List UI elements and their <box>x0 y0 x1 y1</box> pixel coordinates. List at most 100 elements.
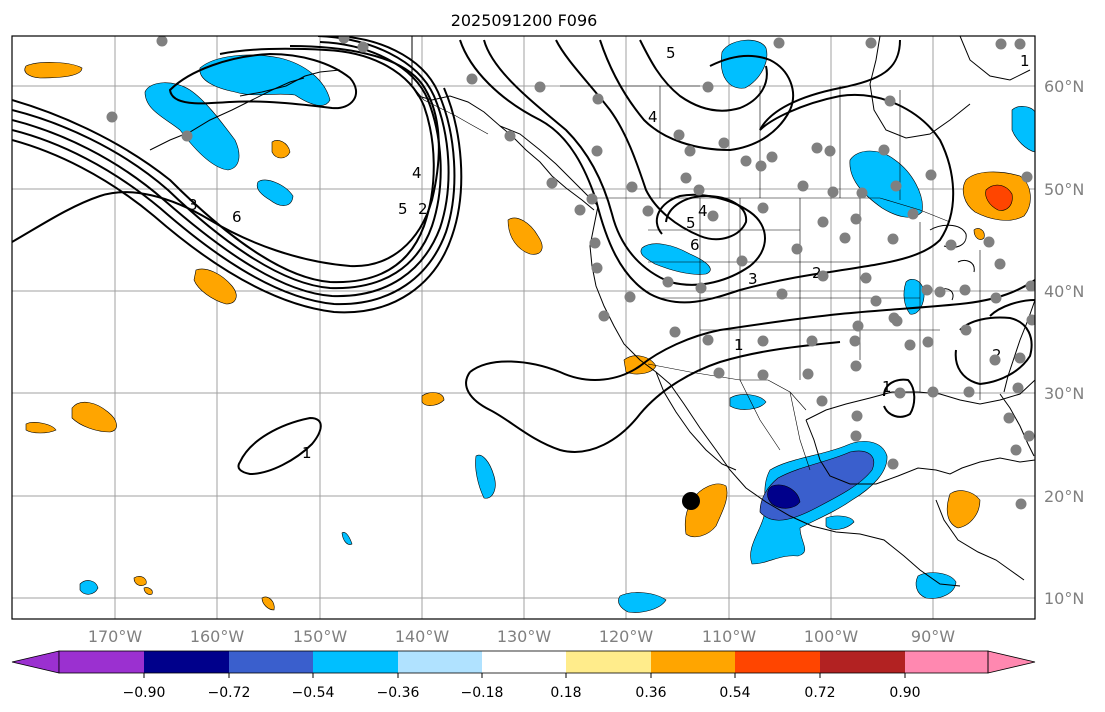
contour-line <box>555 39 748 241</box>
station-dot <box>865 37 877 49</box>
hudson-bay <box>869 36 971 139</box>
contour-label: 6 <box>232 208 242 226</box>
station-dot <box>695 282 707 294</box>
contour-line <box>883 378 916 418</box>
contour-line <box>954 316 1033 386</box>
station-dot <box>156 36 168 47</box>
contour-line <box>12 36 450 298</box>
station-dot <box>856 187 868 199</box>
station-dot <box>994 258 1006 270</box>
station-dot <box>851 410 863 422</box>
lon-label: 150°W <box>293 627 348 646</box>
us-mexico-border <box>647 363 807 411</box>
station-dot <box>888 312 900 324</box>
colorbar-label: −0.54 <box>292 685 335 701</box>
station-dot <box>755 160 767 172</box>
station-dot <box>757 202 769 214</box>
station-dot <box>983 236 995 248</box>
station-dot <box>887 233 899 245</box>
central-america <box>935 499 1025 581</box>
station-dot <box>817 270 829 282</box>
positive-anomaly-area <box>133 576 147 586</box>
contour-label: 5 <box>398 200 408 218</box>
contour-label: 4 <box>698 202 708 220</box>
colorbar-segment <box>651 651 735 673</box>
mexico-gulf-coast <box>805 419 1035 485</box>
contour-line <box>12 45 440 268</box>
lat-label: 50°N <box>1044 180 1084 199</box>
lon-label: 160°W <box>190 627 245 646</box>
station-markers <box>106 36 1035 510</box>
station-dot <box>504 130 516 142</box>
station-dot <box>586 193 598 205</box>
lat-label: 40°N <box>1044 282 1084 301</box>
colorbar-label: 0.90 <box>889 685 920 701</box>
station-dot <box>642 205 654 217</box>
station-dot <box>591 145 603 157</box>
station-dot <box>684 145 696 157</box>
station-dot <box>995 38 1007 50</box>
colorbar-segment <box>482 651 566 673</box>
station-dot <box>1003 412 1015 424</box>
positive-anomaly-area <box>261 596 275 611</box>
contour-label: 1 <box>302 444 312 462</box>
colorbar-label: 0.36 <box>635 685 666 701</box>
colorbar-frame <box>58 650 989 674</box>
station-dot <box>766 151 778 163</box>
storm-center-marker <box>682 492 700 510</box>
station-dot <box>945 239 957 251</box>
positive-anomaly-area <box>946 490 981 529</box>
longitude-labels: 170°W 160°W 150°W 140°W 130°W 120°W 110°… <box>88 627 955 646</box>
colorbar-label: 0.18 <box>550 685 581 701</box>
station-dot <box>1012 382 1024 394</box>
negative-anomaly-area <box>144 82 240 171</box>
negative-anomaly-area <box>618 592 667 613</box>
station-dot <box>824 145 836 157</box>
florida <box>999 393 1035 457</box>
station-dot <box>707 210 719 222</box>
station-dot <box>757 335 769 347</box>
station-dot <box>797 180 809 192</box>
contour-label: 1 <box>734 336 744 354</box>
station-dot <box>702 334 714 346</box>
station-dot <box>574 204 586 216</box>
positive-anomaly-area <box>271 140 291 159</box>
positive-anomaly-area <box>24 62 83 79</box>
colorbar-segment <box>59 651 144 673</box>
contour-label: 4 <box>648 108 658 126</box>
lon-label: 120°W <box>599 627 654 646</box>
negative-anomaly-area <box>341 532 353 545</box>
colorbar-label: −0.36 <box>377 685 420 701</box>
colorbar-label: −0.90 <box>123 685 166 701</box>
positive-anomaly-area <box>973 228 985 240</box>
contour-label: 3 <box>748 270 758 288</box>
negative-anomaly-area <box>729 394 767 410</box>
colorbar-label: −0.72 <box>208 685 251 701</box>
station-dot <box>1015 498 1027 510</box>
station-dot <box>598 310 610 322</box>
negative-anomaly-area <box>79 580 99 595</box>
station-dot <box>693 184 705 196</box>
station-dot <box>860 272 872 284</box>
lat-label: 10°N <box>1044 589 1084 608</box>
station-dot <box>1014 352 1026 364</box>
station-dot <box>546 177 558 189</box>
station-dot <box>878 144 890 156</box>
negative-anomaly-area <box>720 39 768 89</box>
positive-anomaly-area <box>193 268 237 305</box>
contour-line <box>168 52 357 110</box>
station-dot <box>959 284 971 296</box>
colorbar-segment <box>398 651 482 673</box>
colorbar-label: 0.54 <box>719 685 750 701</box>
station-dot <box>802 368 814 380</box>
station-dot <box>718 137 730 149</box>
latitude-labels: 60°N 50°N 40°N 30°N 20°N 10°N <box>1044 77 1084 608</box>
contour-label: 1 <box>882 378 892 396</box>
station-dot <box>624 291 636 303</box>
lon-label: 100°W <box>804 627 859 646</box>
station-dot <box>990 292 1002 304</box>
contour-label: 3 <box>188 196 198 214</box>
lon-label: 170°W <box>88 627 143 646</box>
station-dot <box>904 339 916 351</box>
